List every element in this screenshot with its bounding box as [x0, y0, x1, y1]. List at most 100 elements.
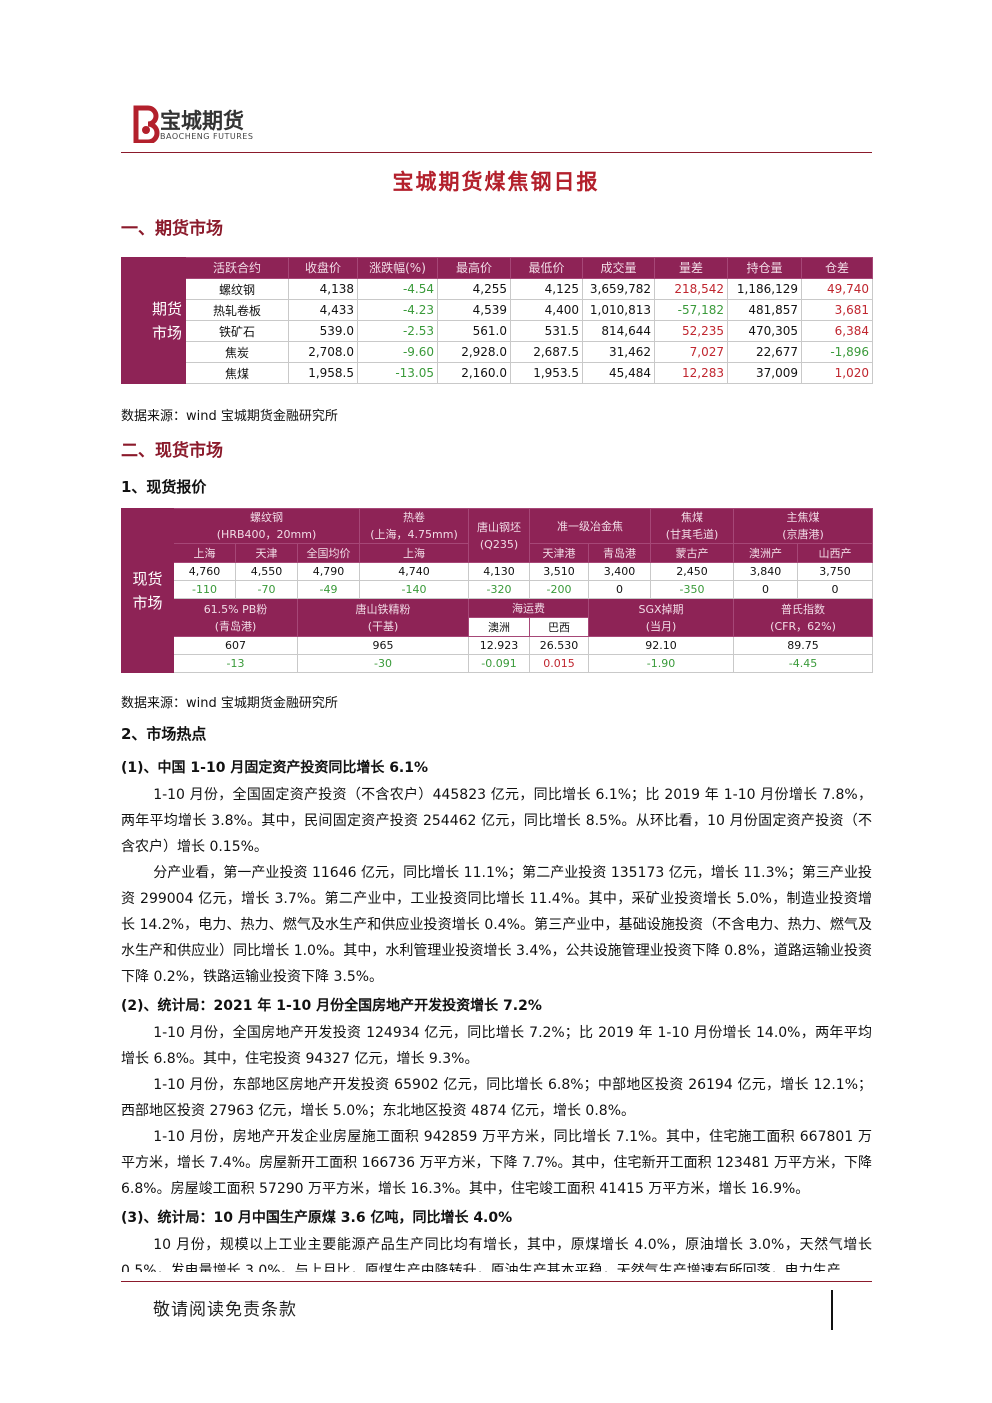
column-header: 收盘价 — [288, 257, 358, 279]
header-name: 61.5% PB粉 — [203, 602, 268, 616]
footer-rule — [121, 1281, 872, 1282]
table-cell: 12,283 — [654, 362, 728, 384]
footer-text: 敬请阅读免责条款 — [153, 1300, 297, 1320]
table-cell: -2.53 — [357, 320, 438, 342]
group-header: 主焦煤 (京唐港) — [733, 508, 874, 544]
futures-table: 期货市场 活跃合约 收盘价 涨跌幅(%) 最高价 最低价 成交量 量差 持仓量 仓差 螺纹钢 4,13… — [121, 257, 873, 384]
price: 4,550 — [235, 562, 298, 581]
table-cell: 2,708.0 — [288, 341, 358, 363]
doc-title: 宝城期货煤焦钢日报 — [392, 170, 600, 194]
group-header: 普氏指数 (CFR，62%) — [733, 598, 874, 637]
sub-heading: 2、市场热点 — [121, 725, 207, 743]
header-name: SGX掉期 — [638, 602, 684, 616]
section-heading: 一、期货市场 — [121, 219, 223, 239]
table-cell: 铁矿石 — [185, 320, 289, 342]
table-row: 螺纹钢 4,138 -4.54 4,255 4,125 3,659,782 218,542 1… — [122, 278, 873, 300]
data-source: 数据来源：wind 宝城期货金融研究所 — [121, 696, 338, 711]
change: 0 — [588, 580, 652, 599]
price: 3,400 — [588, 562, 652, 581]
header-name: 主焦煤 — [786, 511, 820, 524]
column-header: 活跃合约 — [185, 257, 289, 279]
side-label: 期货市场 — [121, 257, 186, 384]
news-heading: (1)、中国 1-10 月固定资产投资同比增长 6.1% — [121, 760, 429, 776]
header-name: 唐山铁精粉 — [355, 602, 411, 616]
table-cell: 22,677 — [727, 341, 802, 363]
change: 0 — [797, 580, 874, 599]
change: -200 — [529, 580, 590, 599]
price: 26.530 — [529, 636, 590, 655]
table-row: 焦炭 2,708.0 -9.60 2,928.0 2,687.5 31,462 7,027 2… — [122, 341, 873, 363]
table-cell: -4.54 — [357, 278, 438, 300]
header-sub: (京唐港) — [782, 528, 824, 541]
group-header: 唐山钢坯 (Q235) — [468, 508, 531, 563]
price: 607 — [173, 636, 298, 655]
table-cell: 218,542 — [654, 278, 728, 300]
header-sub: (青岛港) — [214, 619, 257, 633]
table-cell: 1,958.5 — [288, 362, 358, 384]
group-header: 焦煤 (甘其毛道) — [650, 508, 735, 544]
spot-table: 现货市场 螺纹钢 (HRB400，20mm) 热卷 (上海，4.75mm) 唐山钢坯… — [121, 508, 874, 673]
header-sub: (上海，4.75mm) — [370, 528, 458, 541]
header-name: 焦煤 — [681, 511, 704, 524]
table-cell: 561.0 — [437, 320, 511, 342]
section-heading: 二、现货市场 — [121, 441, 223, 461]
table-cell: 1,953.5 — [510, 362, 583, 384]
table-cell: 1,186,129 — [727, 278, 802, 300]
group-header: SGX掉期 (当月) — [588, 598, 735, 637]
change: 0.015 — [529, 654, 590, 673]
group-header: 唐山铁精粉 (干基) — [296, 598, 470, 637]
table-cell: 37,009 — [727, 362, 802, 384]
group-header: 螺纹钢 (HRB400，20mm) — [172, 508, 361, 544]
price: 4,740 — [359, 562, 470, 581]
price: 965 — [296, 636, 470, 655]
group-header: 准一级冶金焦 — [529, 508, 652, 544]
column-header: 最高价 — [437, 257, 511, 279]
column-header: 涨跌幅(%) — [357, 257, 438, 279]
table-cell: 7,027 — [654, 341, 728, 363]
news-paragraph: 1-10 月份，全国固定资产投资（不含农户）445823 亿元，同比增长 6.1… — [121, 787, 872, 855]
group-header: 热卷 (上海，4.75mm) — [359, 508, 470, 544]
table-cell: -4.23 — [357, 299, 438, 321]
logo-subtext: BAOCHENG FUTURES — [160, 132, 254, 141]
table-cell: 1,020 — [801, 362, 873, 384]
price: 4,760 — [173, 562, 236, 581]
table-cell: 4,255 — [437, 278, 511, 300]
table-cell: 31,462 — [582, 341, 655, 363]
change: -350 — [650, 580, 735, 599]
price: 2,450 — [650, 562, 735, 581]
location: 青岛港 — [588, 543, 652, 563]
news-heading: (2)、统计局：2021 年 1-10 月份全国房地产开发投资增长 7.2% — [121, 998, 542, 1014]
header-name: 螺纹钢 — [250, 511, 283, 524]
table-cell: 3,681 — [801, 299, 873, 321]
price: 89.75 — [733, 636, 874, 655]
change: -49 — [296, 580, 361, 599]
data-source: 数据来源：wind 宝城期货金融研究所 — [121, 409, 338, 424]
header-sub: (HRB400，20mm) — [216, 528, 317, 541]
location: 上海 — [173, 543, 236, 563]
table-cell: 52,235 — [654, 320, 728, 342]
location: 全国均价 — [296, 543, 361, 563]
side-label-text: 期货市场 — [151, 299, 182, 342]
price: 12.923 — [468, 636, 531, 655]
table-cell: 螺纹钢 — [185, 278, 289, 300]
location: 蒙古产 — [650, 543, 735, 563]
header-sub: (当月) — [645, 619, 677, 633]
table-cell: 531.5 — [510, 320, 583, 342]
table-cell: 2,928.0 — [437, 341, 511, 363]
table-cell: 焦煤 — [185, 362, 289, 384]
change: -70 — [235, 580, 298, 599]
table-cell: -13.05 — [357, 362, 438, 384]
table-row: 热轧卷板 4,433 -4.23 4,539 4,400 1,010,813 -57,182… — [122, 299, 873, 321]
table-cell: 4,433 — [288, 299, 358, 321]
table-cell: -57,182 — [654, 299, 728, 321]
table-cell: 6,384 — [801, 320, 873, 342]
column-header: 最低价 — [510, 257, 583, 279]
location: 山西产 — [797, 543, 874, 563]
price: 3,840 — [733, 562, 799, 581]
side-label: 现货市场 — [121, 508, 174, 673]
table-cell: -1,896 — [801, 341, 873, 363]
news-paragraph: 10 月份，规模以上工业主要能源产品生产同比均有增长，其中，原煤增长 4.0%，… — [121, 1237, 872, 1272]
header-name: 准一级冶金焦 — [557, 519, 624, 533]
change: -110 — [173, 580, 236, 599]
table-cell: 481,857 — [727, 299, 802, 321]
